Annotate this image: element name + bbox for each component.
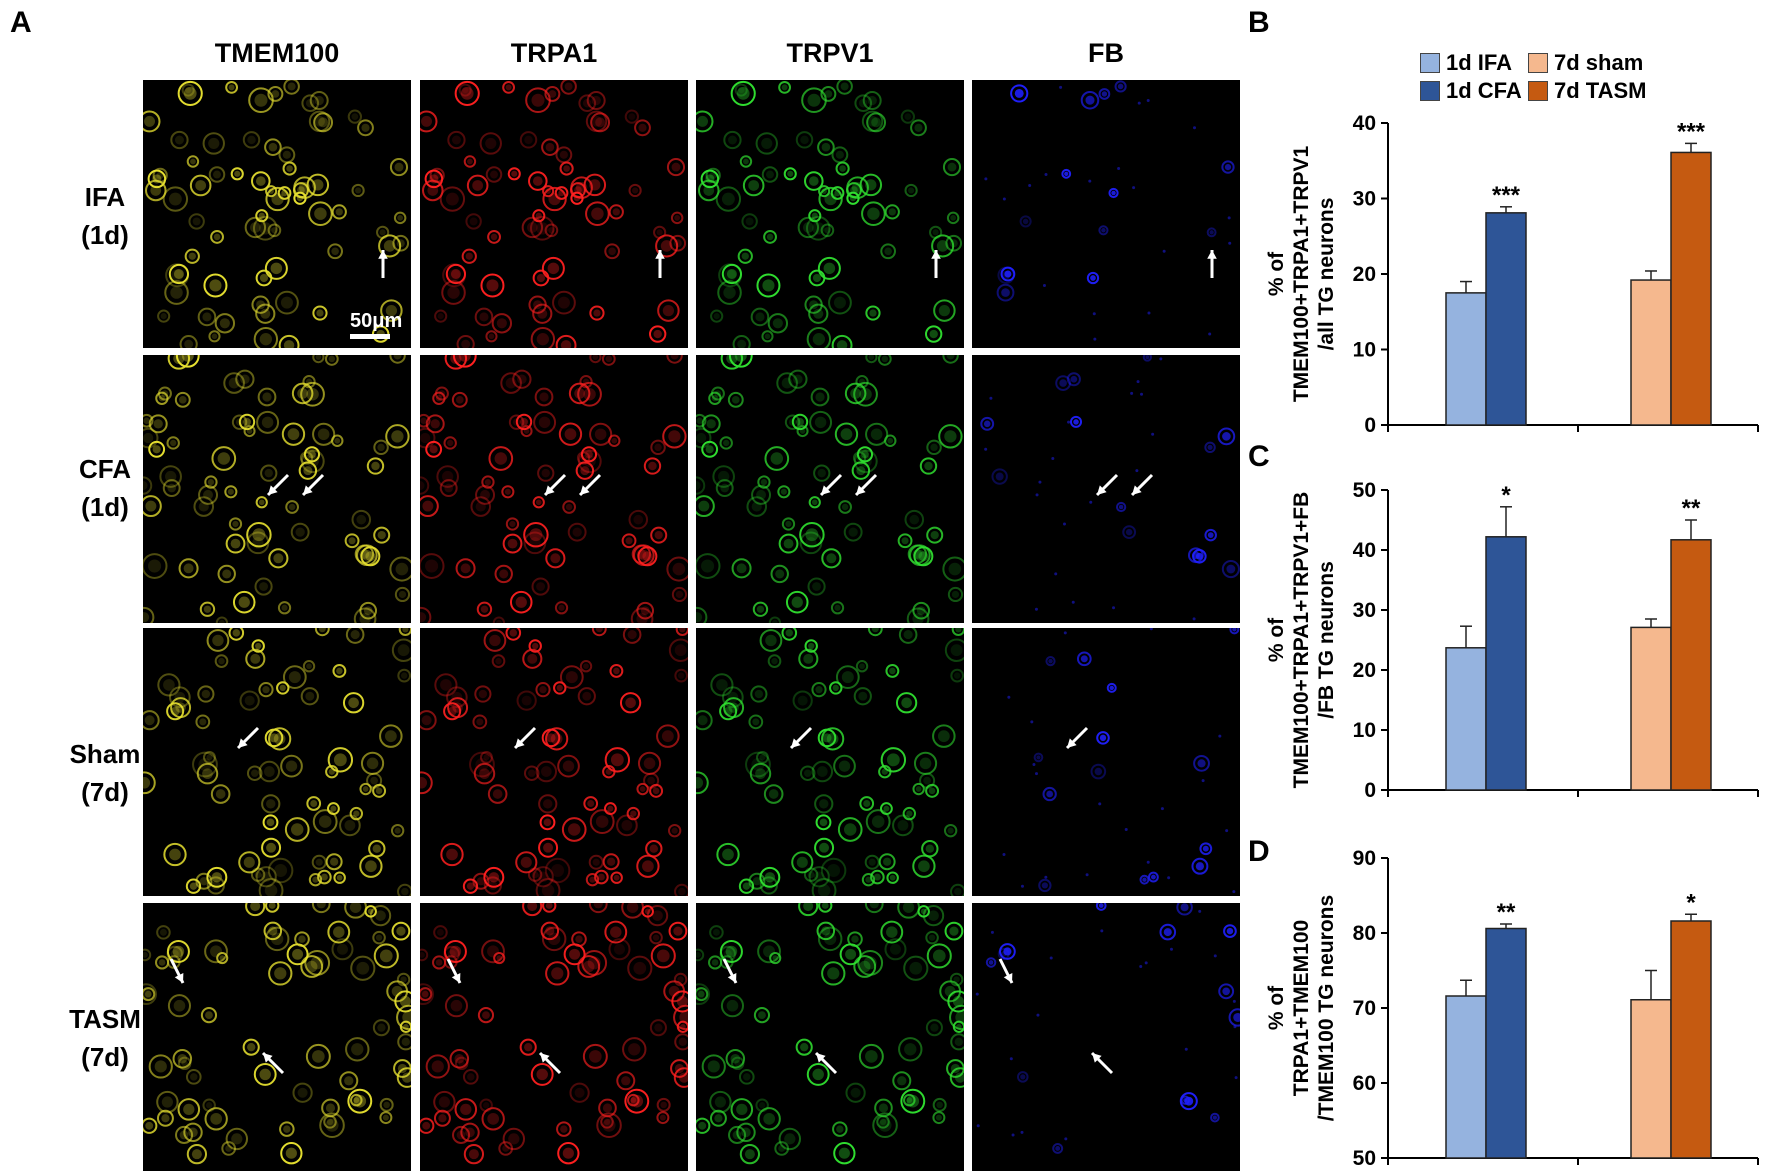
scale-bar	[350, 334, 390, 339]
bar-7d-tasm	[1670, 920, 1712, 1159]
micrograph-trpa1-row-2	[420, 355, 688, 623]
bar-7d-tasm	[1670, 539, 1712, 791]
column-header-tmem100: TMEM100	[214, 38, 340, 68]
micrograph-trpv1-row-4	[696, 903, 964, 1171]
legend-swatch	[1420, 81, 1440, 101]
micrograph-trpa1-row-1	[420, 80, 688, 348]
row-header-ifa: IFA (1d)	[20, 178, 190, 254]
row-header-line1: IFA	[84, 182, 126, 212]
y-axis-label-line: TMEM100+TRPA1+TRPV1	[1290, 146, 1313, 403]
y-axis-label-line: TMEM100+TRPA1+TRPV1+FB	[1290, 492, 1313, 789]
micrograph-fb-row-1	[972, 80, 1240, 348]
y-tick-label: 0	[1364, 414, 1376, 437]
bar-7d-tasm	[1670, 151, 1712, 426]
y-axis-label-line: /FB TG neurons	[1315, 561, 1338, 719]
bar-7d-sham	[1630, 626, 1672, 791]
y-tick-label: 60	[1353, 1072, 1376, 1095]
micrograph-fb-row-3	[972, 628, 1240, 896]
y-axis-label-line: TRPA1+TMEM100	[1290, 920, 1313, 1096]
column-header-trpv1: TRPV1	[786, 38, 874, 68]
y-tick-label: 20	[1353, 659, 1376, 682]
row-header-line1: TASM	[69, 1004, 141, 1034]
y-axis-label-line: /TMEM100 TG neurons	[1315, 895, 1338, 1121]
y-tick-label: 50	[1353, 1147, 1376, 1170]
row-header-line2: (1d)	[81, 220, 129, 250]
legend-swatch	[1420, 53, 1440, 73]
micrograph-trpv1-row-3	[696, 628, 964, 896]
y-tick-label: 70	[1353, 997, 1376, 1020]
y-tick-label: 10	[1353, 339, 1376, 362]
y-tick-label: 40	[1353, 539, 1376, 562]
micrograph-tmem100-row-4	[143, 903, 411, 1171]
y-tick-label: 40	[1353, 112, 1376, 135]
bar-1d-cfa	[1485, 536, 1527, 791]
micrograph-trpa1-row-4	[420, 903, 688, 1171]
significance-label: *	[1686, 889, 1696, 916]
y-tick-label: 30	[1353, 188, 1376, 211]
chart-d: % of TRPA1+TMEM100/TMEM100 TG neurons 50 60…	[1265, 847, 1759, 1170]
legend-swatch	[1528, 81, 1548, 101]
legend-label: 7d sham	[1554, 50, 1644, 75]
row-header-tasm: TASM (7d)	[20, 1000, 190, 1076]
bar-1d-ifa	[1445, 292, 1487, 426]
legend-item-1d-ifa: 1d IFA	[1420, 50, 1512, 76]
micrograph-trpv1-row-1	[696, 80, 964, 348]
row-header-cfa: CFA (1d)	[20, 450, 190, 526]
significance-label: ***	[1677, 118, 1706, 145]
panel-letter-d: D	[1248, 835, 1270, 868]
micrograph-tmem100-row-2	[143, 355, 411, 623]
chart-c: % of TMEM100+TRPA1+TRPV1+FB/FB TG neurons…	[1265, 479, 1759, 802]
panel-letter-b: B	[1248, 6, 1270, 39]
y-axis-label-line: % of	[1265, 617, 1288, 662]
y-tick-label: 80	[1353, 922, 1376, 945]
y-tick-label: 20	[1353, 263, 1376, 286]
y-tick-label: 90	[1353, 847, 1376, 870]
legend-label: 1d IFA	[1446, 50, 1513, 75]
bar-7d-sham	[1630, 999, 1672, 1159]
row-header-line1: CFA	[79, 454, 131, 484]
column-header-trpa1: TRPA1	[510, 38, 598, 68]
bar-1d-ifa	[1445, 995, 1487, 1159]
legend-item-1d-cfa: 1d CFA	[1420, 78, 1522, 104]
bar-7d-sham	[1630, 279, 1672, 426]
y-axis-label-line: % of	[1265, 251, 1288, 296]
y-axis-label-line: % of	[1265, 985, 1288, 1030]
y-axis-label-line: /all TG neurons	[1315, 198, 1338, 351]
y-tick-label: 10	[1353, 719, 1376, 742]
micrograph-tmem100-row-3	[143, 628, 411, 896]
micrograph-trpv1-row-2	[696, 355, 964, 623]
significance-label: ***	[1492, 182, 1521, 209]
row-header-sham: Sham (7d)	[20, 735, 190, 811]
significance-label: **	[1682, 495, 1701, 522]
micrograph-fb-row-4	[972, 903, 1240, 1171]
column-header-fb: FB	[1088, 38, 1124, 68]
significance-label: **	[1497, 899, 1516, 926]
bar-1d-cfa	[1485, 212, 1527, 426]
chart-b: % of TMEM100+TRPA1+TRPV1/all TG neurons 0 1…	[1265, 112, 1759, 437]
legend-item-7d-sham: 7d sham	[1528, 50, 1643, 76]
micrograph-trpa1-row-3	[420, 628, 688, 896]
row-header-line2: (1d)	[81, 492, 129, 522]
panel-letter-c: C	[1248, 440, 1270, 473]
y-tick-label: 50	[1353, 479, 1376, 502]
panel-letter-a: A	[10, 6, 32, 39]
row-header-line1: Sham	[69, 739, 141, 769]
micrograph-fb-row-2	[972, 355, 1240, 623]
bar-1d-cfa	[1485, 927, 1527, 1159]
significance-label: *	[1501, 482, 1511, 509]
legend-label: 1d CFA	[1446, 78, 1522, 103]
legend-item-7d-tasm: 7d TASM	[1528, 78, 1646, 104]
row-header-line2: (7d)	[81, 1042, 129, 1072]
y-tick-label: 0	[1364, 779, 1376, 802]
micrograph-tmem100-row-1	[143, 80, 411, 348]
legend-label: 7d TASM	[1554, 78, 1647, 103]
legend-swatch	[1528, 53, 1548, 73]
scale-bar-label: 50μm	[350, 310, 403, 332]
bar-1d-ifa	[1445, 647, 1487, 791]
y-tick-label: 30	[1353, 599, 1376, 622]
row-header-line2: (7d)	[81, 777, 129, 807]
